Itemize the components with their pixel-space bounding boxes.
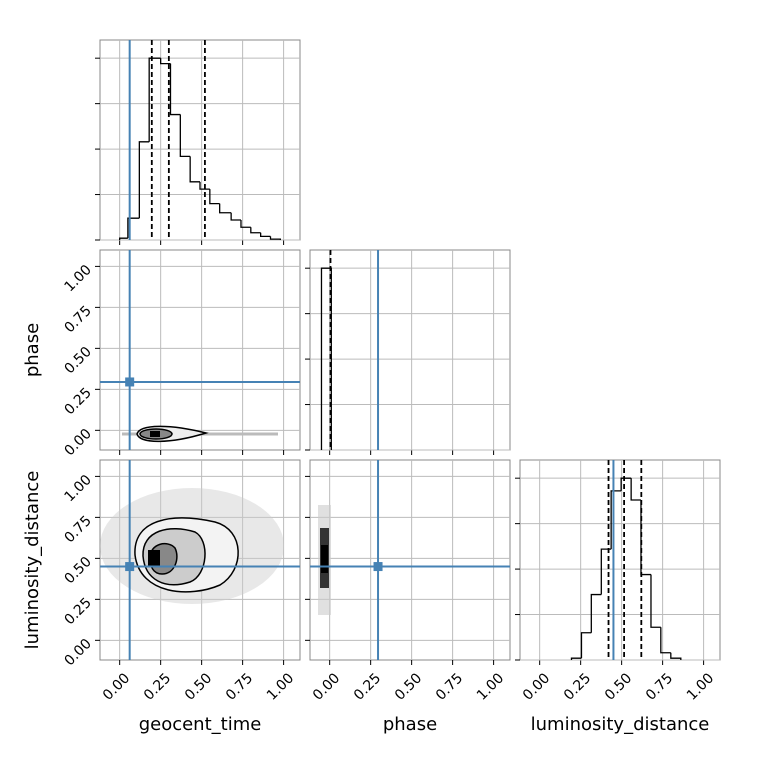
x-axis-label: phase (383, 714, 437, 735)
y-tick-label: 0.75 (61, 513, 94, 546)
hist-bin (138, 141, 150, 219)
x-tick-label: 0.50 (602, 670, 635, 703)
density-core (321, 545, 328, 573)
y-tick-label: 0.25 (61, 385, 94, 418)
hist-bin (570, 657, 582, 660)
hist-bin (610, 490, 622, 550)
hist-bin (169, 63, 181, 116)
panel-frame (309, 459, 511, 661)
hist-bin (209, 189, 220, 205)
y-tick-label: 1.00 (61, 262, 94, 295)
x-tick-label: 0.75 (643, 670, 676, 703)
hist-bin (580, 632, 592, 659)
x-tick-label: 1.00 (684, 670, 717, 703)
y-tick-label: 0.00 (61, 636, 94, 669)
x-tick-label: 0.00 (310, 670, 343, 703)
y-tick-label: 0.50 (61, 554, 94, 587)
x-tick-label: 0.75 (223, 670, 256, 703)
panel-frame (519, 459, 721, 661)
hist-bin (189, 156, 200, 183)
x-tick-label: 0.75 (433, 670, 466, 703)
y-tick-label: 0.25 (61, 595, 94, 628)
truth-marker (373, 562, 383, 572)
panel-frame (99, 459, 301, 661)
hist-bin (630, 478, 641, 501)
y-axis-label: phase (22, 323, 43, 377)
x-tick-label: 0.00 (520, 670, 553, 703)
hist-bin (650, 574, 661, 628)
x-tick-label: 0.25 (561, 670, 594, 703)
hist-bin (600, 548, 612, 595)
hist-bin (660, 627, 671, 654)
hist-bin (620, 477, 632, 491)
x-tick-label: 1.00 (264, 670, 297, 703)
x-tick-label: 0.00 (100, 670, 133, 703)
x-tick-label: 0.25 (141, 670, 174, 703)
hist-bin (230, 212, 241, 221)
truth-marker (125, 562, 135, 572)
hist-bin (260, 232, 271, 238)
hist-bin (640, 500, 651, 576)
hist-bin (199, 181, 210, 190)
x-tick-label: 0.50 (182, 670, 215, 703)
x-tick-label: 0.25 (351, 670, 384, 703)
y-tick-label: 0.00 (61, 426, 94, 459)
density-core (150, 431, 160, 437)
hist-bin (250, 227, 261, 234)
y-axis-label: luminosity_distance (22, 471, 43, 650)
hist-bin (127, 217, 140, 239)
x-axis-label: geocent_time (139, 714, 262, 735)
hist-bin (179, 114, 191, 158)
hist-bin (670, 652, 682, 660)
density-core (148, 550, 160, 567)
y-tick-label: 0.75 (61, 303, 94, 336)
x-tick-label: 0.50 (392, 670, 425, 703)
panel-frame (99, 249, 301, 451)
y-tick-label: 1.00 (61, 472, 94, 505)
hist-bin (240, 220, 251, 228)
hist-bin (269, 236, 281, 240)
hist-bin (320, 267, 332, 450)
hist-bin (148, 57, 161, 142)
density-decor (100, 425, 331, 615)
x-tick-label: 1.00 (474, 670, 507, 703)
hist-bin (119, 237, 128, 240)
marks (100, 40, 682, 660)
hist-bin (160, 58, 171, 65)
truth-marker (125, 377, 135, 387)
y-tick-label: 0.50 (61, 344, 94, 377)
panel-frame (309, 249, 511, 451)
hist-bin (219, 203, 232, 214)
hist-bin (590, 593, 602, 633)
x-axis-label: luminosity_distance (531, 714, 710, 735)
